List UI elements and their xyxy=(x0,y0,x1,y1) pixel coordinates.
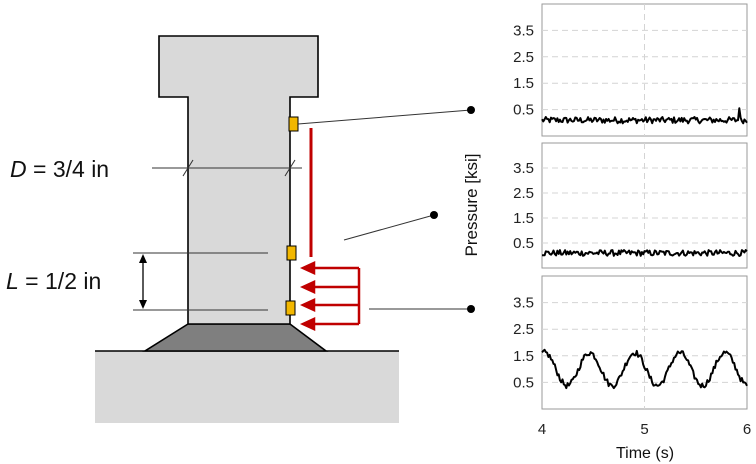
sensor-bottom xyxy=(285,300,296,316)
dimension-d-label: D = 3/4 in xyxy=(10,156,109,182)
pressure-trace xyxy=(541,107,748,125)
leader-line-top xyxy=(297,109,472,125)
y-tick-label: 2.5 xyxy=(513,185,534,202)
y-tick-label: 3.5 xyxy=(513,22,534,39)
x-axis-label: Time (s) xyxy=(616,445,674,462)
pressure-trace xyxy=(541,249,748,257)
leader-dot-top xyxy=(467,106,475,114)
x-tick-label: 4 xyxy=(538,421,546,438)
y-tick-label: 3.5 xyxy=(513,295,534,312)
sensor-top xyxy=(288,116,299,132)
leader-line-middle xyxy=(343,214,435,241)
y-tick-label: 2.5 xyxy=(513,321,534,338)
ground-block xyxy=(95,351,399,423)
load-arrowhead-2 xyxy=(299,280,316,294)
sensor-middle xyxy=(286,245,297,261)
column-base xyxy=(142,323,329,352)
dimension-l-label: L = 1/2 in xyxy=(6,268,101,294)
dimension-l-arrowhead-up xyxy=(139,254,147,263)
load-arrowhead-1 xyxy=(299,261,316,275)
column-body xyxy=(158,35,319,325)
y-tick-label: 0.5 xyxy=(513,235,534,252)
leader-dot-middle xyxy=(430,211,438,219)
y-tick-label: 1.5 xyxy=(513,348,534,365)
pressure-trace xyxy=(541,348,748,390)
load-arrows xyxy=(299,261,359,331)
load-arrowhead-3 xyxy=(299,298,316,312)
y-tick-label: 1.5 xyxy=(513,75,534,92)
y-tick-label: 2.5 xyxy=(513,49,534,66)
y-tick-label: 1.5 xyxy=(513,210,534,227)
load-arrowhead-4 xyxy=(299,317,316,331)
dimension-d-tick-left xyxy=(182,159,194,177)
x-tick-label: 5 xyxy=(640,421,648,438)
y-tick-label: 3.5 xyxy=(513,160,534,177)
dimension-l-arrowhead-down xyxy=(139,300,147,309)
plot-panels: 3.5 2.5 1.5 0.5 3.5 2.5 1.5 0.5 3.5 2.5 1.5 0.5 4 5 6 xyxy=(513,3,751,438)
leader-dot-bottom xyxy=(467,305,475,313)
x-tick-label: 6 xyxy=(743,421,751,438)
y-tick-label: 0.5 xyxy=(513,374,534,391)
y-axis-label: Pressure [ksi] xyxy=(462,154,481,257)
y-tick-label: 0.5 xyxy=(513,102,534,119)
dimension-d-tick-right xyxy=(284,159,296,177)
